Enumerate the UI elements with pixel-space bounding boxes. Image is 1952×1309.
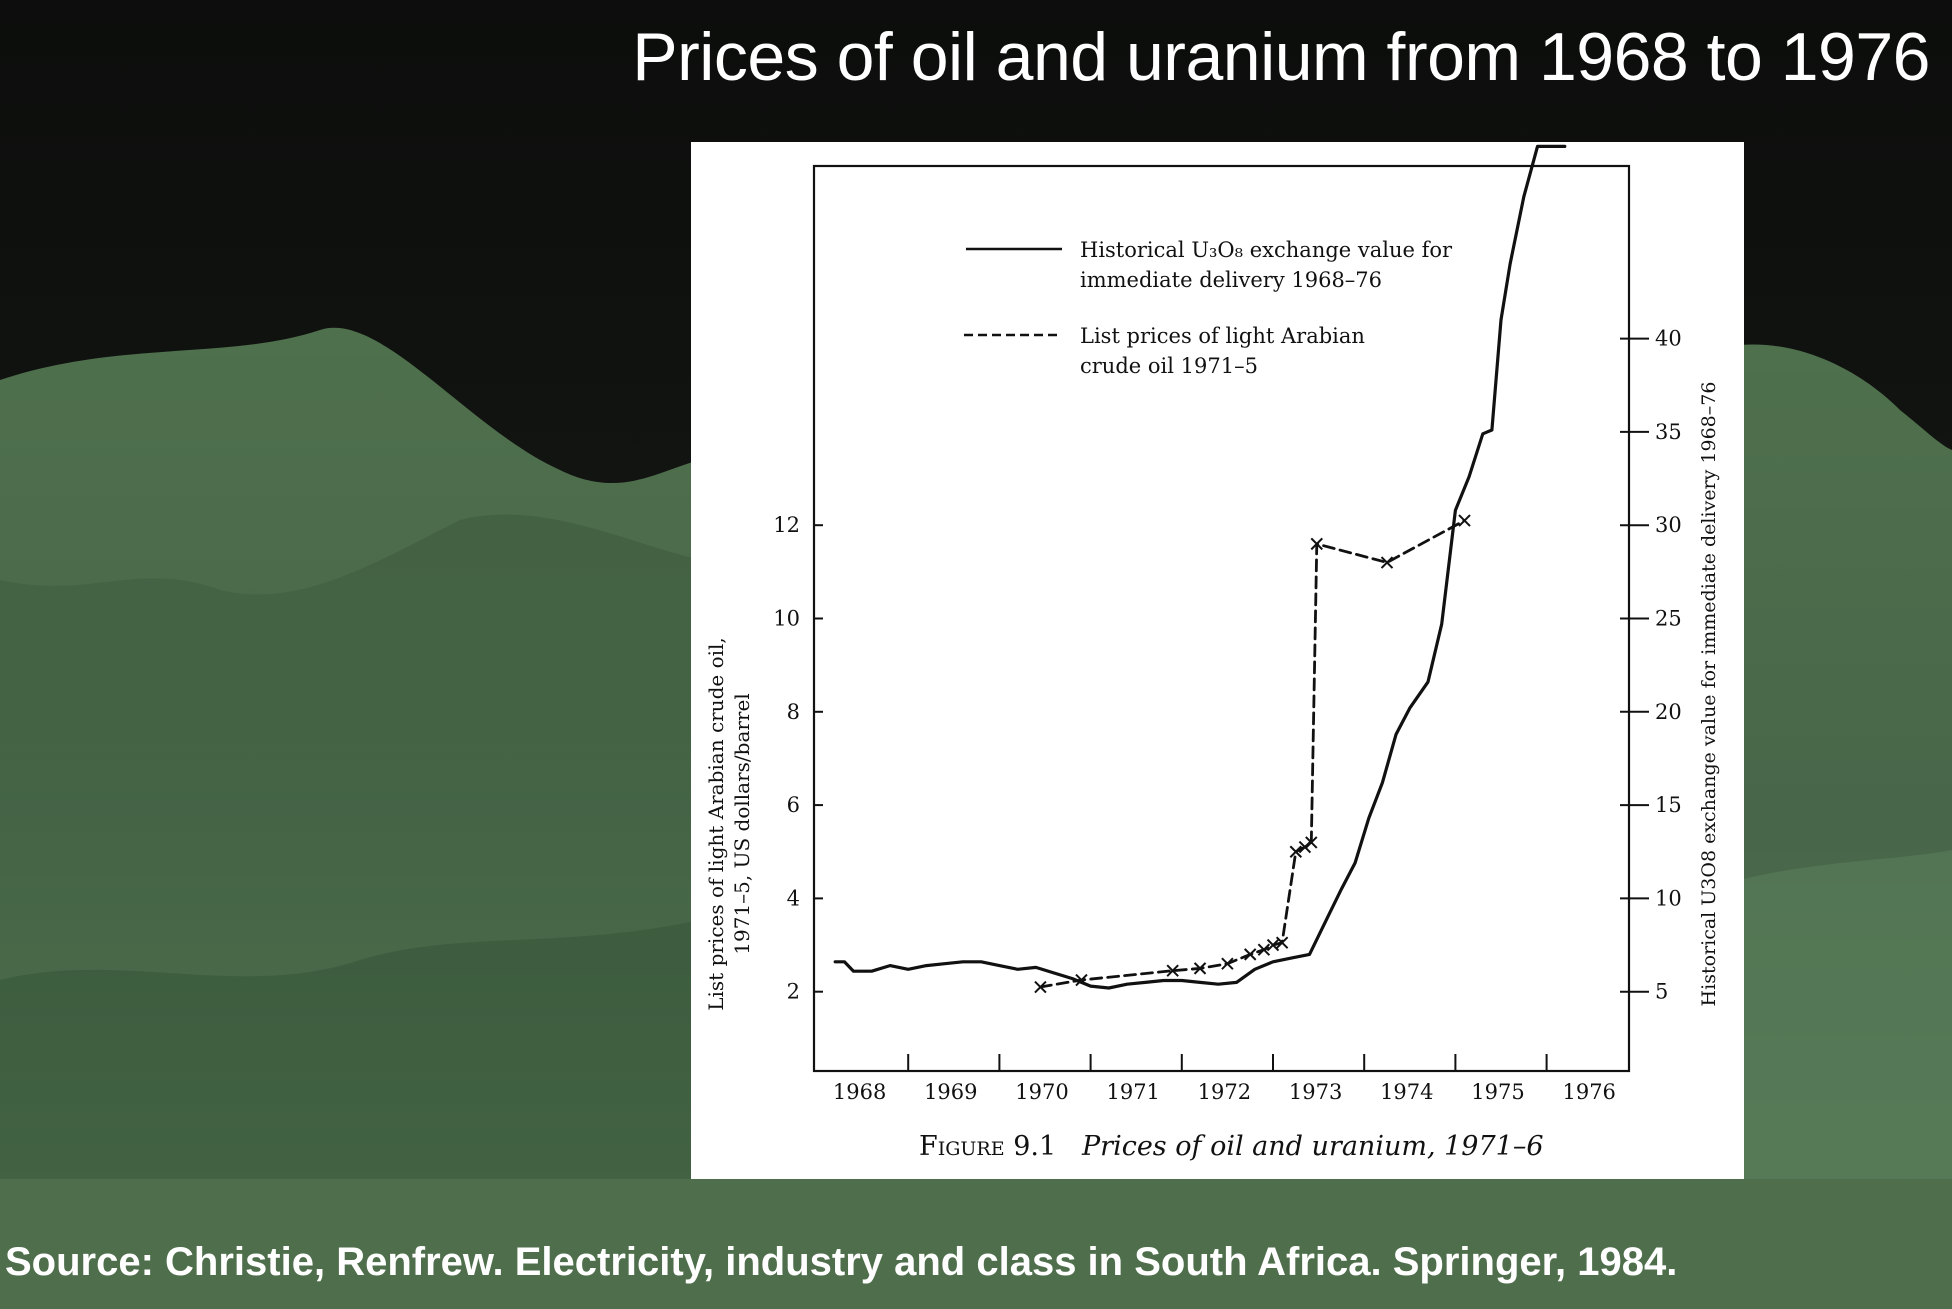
- left-tick-label: 12: [773, 513, 800, 537]
- oil-price-marker: [1266, 938, 1280, 952]
- oil-price-marker: [1075, 973, 1088, 987]
- oil-price-marker: [1166, 964, 1179, 977]
- left-tick-label: 6: [787, 793, 800, 817]
- right-tick-label: 15: [1655, 793, 1682, 817]
- left-tick-label: 4: [787, 886, 800, 910]
- left-tick-label: 10: [773, 607, 800, 631]
- axis-ticks: [814, 337, 1649, 1071]
- legend-u3o8-line2: immediate delivery 1968–76: [1080, 268, 1382, 292]
- x-tick-label: 1975: [1471, 1080, 1524, 1104]
- left-axis-label-line2: 1971–5, US dollars/barrel: [730, 693, 754, 954]
- x-tick-labels: 1968 1969 1970 1971 1972 1973 1974 1975 1976: [833, 1080, 1616, 1104]
- source-citation: Source: Christie, Renfrew. Electricity, …: [5, 1240, 1678, 1284]
- right-tick-label: 20: [1655, 700, 1682, 724]
- left-tick-labels: 2 4 6 8 10 12: [773, 513, 800, 1003]
- legend: Historical U₃O₈ exchange value for immed…: [964, 238, 1453, 378]
- legend-oil-line1: List prices of light Arabian: [1080, 324, 1365, 348]
- x-tick-label: 1968: [833, 1080, 886, 1104]
- x-tick-label: 1970: [1015, 1080, 1068, 1104]
- right-tick-label: 5: [1655, 980, 1668, 1004]
- figure-panel: 2 4 6 8 10 12 5 10 15 20 25 30 35 40 1968 1969 1970 197…: [691, 142, 1744, 1179]
- oil-price-marker: [1257, 943, 1271, 956]
- oil-price-marker: [1275, 936, 1289, 949]
- right-tick-label: 10: [1655, 886, 1682, 910]
- right-tick-label: 35: [1655, 420, 1682, 444]
- oil-price-marker: [1305, 836, 1318, 849]
- oil-price-marker: [1221, 957, 1234, 970]
- legend-u3o8-line1: Historical U₃O₈ exchange value for: [1080, 238, 1453, 262]
- right-tick-label: 40: [1655, 327, 1682, 351]
- left-axis-label-line1: List prices of light Arabian crude oil,: [704, 637, 728, 1011]
- chart: 2 4 6 8 10 12 5 10 15 20 25 30 35 40 1968 1969 1970 197…: [704, 144, 1720, 1162]
- oil-price-line: [1038, 519, 1466, 989]
- right-tick-label: 25: [1655, 607, 1682, 631]
- x-tick-label: 1972: [1198, 1080, 1251, 1104]
- plot-frame: [812, 164, 1631, 1073]
- oil-price-marker: [1298, 840, 1312, 854]
- x-tick-label: 1971: [1106, 1080, 1159, 1104]
- figure-label: Figure 9.1: [919, 1131, 1056, 1162]
- x-tick-label: 1976: [1562, 1080, 1615, 1104]
- legend-oil-line2: crude oil 1971–5: [1080, 354, 1258, 378]
- oil-price-marker: [1310, 537, 1323, 551]
- right-axis-label: Historical U3O8 exchange value for immed…: [1698, 382, 1720, 1007]
- oil-price-marker: [1289, 845, 1303, 858]
- oil-price-marker: [1193, 962, 1207, 975]
- x-tick-label: 1969: [924, 1080, 977, 1104]
- oil-price-marker: [1034, 980, 1047, 994]
- x-tick-label: 1973: [1289, 1080, 1342, 1104]
- left-tick-label: 8: [787, 700, 800, 724]
- right-tick-labels: 5 10 15 20 25 30 35 40: [1655, 327, 1682, 1004]
- x-tick-label: 1974: [1380, 1080, 1433, 1104]
- slide-title: Prices of oil and uranium from 1968 to 1…: [632, 19, 1930, 95]
- oil-price-marker: [1458, 514, 1471, 527]
- figure-caption: Prices of oil and uranium, 1971–6: [1081, 1131, 1544, 1162]
- oil-price-marker: [1243, 948, 1257, 961]
- oil-markers: [1034, 514, 1471, 994]
- left-tick-label: 2: [787, 980, 800, 1004]
- uranium-value-line: [833, 144, 1567, 990]
- right-tick-label: 30: [1655, 513, 1682, 537]
- oil-price-marker: [1380, 556, 1394, 569]
